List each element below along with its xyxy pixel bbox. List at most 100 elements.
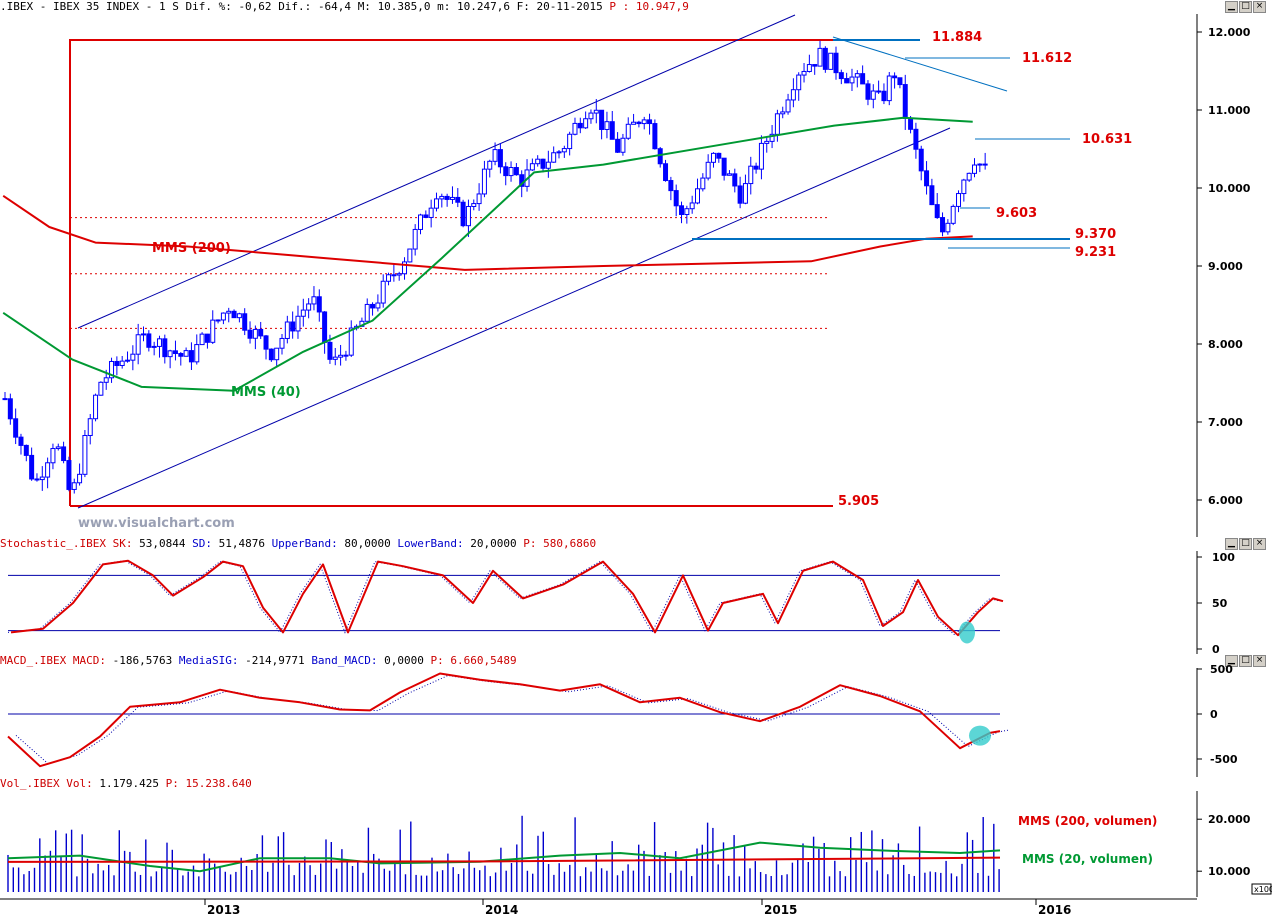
macd-maximize-button[interactable]: □ <box>1239 655 1252 667</box>
candle-body <box>838 72 844 80</box>
candle-body <box>439 195 445 200</box>
candle-body <box>902 84 908 119</box>
watermark: www.visualchart.com <box>78 516 235 531</box>
candle-body <box>529 163 535 171</box>
unit-box <box>1251 883 1272 895</box>
vol-p-label: P: <box>165 777 179 790</box>
candle-body <box>370 303 376 309</box>
candle-body <box>721 157 727 176</box>
candle-body <box>689 202 695 210</box>
x-tick-label: 2013 <box>207 903 240 917</box>
level-label: 9.603 <box>996 206 1037 221</box>
candle-body <box>631 121 637 125</box>
macd-close-button[interactable]: × <box>1253 655 1266 667</box>
symbol-label: .IBEX - IBEX 35 INDEX - <box>0 0 153 13</box>
candle-body <box>764 140 770 144</box>
candle-body <box>567 133 573 150</box>
candle-body <box>29 454 35 480</box>
candle-body <box>183 350 189 357</box>
channel-lower <box>77 127 951 509</box>
stoch-close-button[interactable]: × <box>1253 538 1266 550</box>
candle-body <box>66 460 72 490</box>
price-chart: 12.000 11.000 10.000 9.000 8.000 7.000 6.000 11… <box>0 14 1251 540</box>
macd-sig-value: -214,9771 <box>245 654 305 667</box>
candle-body <box>833 52 839 74</box>
vol-y-tick-label: 20.000 <box>1208 813 1251 826</box>
candle-body <box>156 338 162 347</box>
stoch-sk-label: SK: <box>112 537 133 550</box>
range-box <box>69 39 833 506</box>
candle-body <box>886 75 892 102</box>
minimize-button[interactable]: ▁ <box>1225 1 1238 13</box>
stoch-name: Stochastic_.IBEX <box>0 537 106 550</box>
candle-body <box>263 335 269 350</box>
macd-value: -186,5763 <box>112 654 173 667</box>
candle-body <box>220 312 226 321</box>
candle-body <box>252 328 258 339</box>
stoch-ub-value: 80,0000 <box>344 537 391 550</box>
stochastic-chart: 100 50 0 <box>0 551 1235 656</box>
price-panel: .IBEX - IBEX 35 INDEX - 1 S Dif. %: -0,6… <box>0 0 1266 540</box>
macd-y-tick-label: 500 <box>1210 663 1233 676</box>
candle-body <box>817 47 823 67</box>
macd-y-tick-label: 0 <box>1210 708 1218 721</box>
candle-body <box>705 161 711 179</box>
dif-value: -64,4 <box>317 0 352 13</box>
stoch-y-tick-label: 0 <box>1212 643 1220 656</box>
macd-band-label: Band_MACD: <box>311 654 378 667</box>
stoch-sk-line <box>10 559 1004 637</box>
y-tick-label: 7.000 <box>1208 416 1243 429</box>
macd-header: MACD_.IBEX MACD: -186,5763 MediaSIG: -21… <box>0 654 517 668</box>
price-header: .IBEX - IBEX 35 INDEX - 1 S Dif. %: -0,6… <box>0 0 689 14</box>
maximize-button[interactable]: □ <box>1239 1 1252 13</box>
vol-name: Vol_.IBEX <box>0 777 60 790</box>
stoch-sd-line <box>7 560 1001 636</box>
candle-body <box>295 315 301 332</box>
candle-body <box>423 214 429 218</box>
candle-body <box>50 448 56 464</box>
candle-body <box>577 122 583 129</box>
candle-body <box>615 138 621 153</box>
candle-body <box>801 70 807 76</box>
candle-body <box>45 462 51 478</box>
candle-body <box>380 280 386 304</box>
candle-body <box>103 377 109 383</box>
candle-body <box>162 338 168 358</box>
window-buttons: ▁ □ × <box>1225 1 1266 13</box>
candle-body <box>279 337 285 349</box>
y-tick-label: 6.000 <box>1208 494 1243 507</box>
y-tick-label: 9.000 <box>1208 260 1243 273</box>
candle-body <box>492 149 498 162</box>
candle-body <box>870 90 876 100</box>
candle-body <box>497 149 503 168</box>
volume-header: Vol_.IBEX Vol: 1.179.425 P: 15.238.640 <box>0 777 252 791</box>
candle-body <box>141 333 146 336</box>
vol-mms20-label: MMS (20, volumen) <box>1022 852 1153 866</box>
macd-line <box>7 672 1001 768</box>
candle-body <box>652 123 658 150</box>
volume-panel: Vol_.IBEX Vol: 1.179.425 P: 15.238.640 2… <box>0 777 1272 917</box>
candle-body <box>876 90 882 93</box>
candle-body <box>545 161 551 169</box>
stoch-highlight <box>959 621 975 644</box>
candle-body <box>774 113 780 135</box>
vol-value: 1.179.425 <box>99 777 159 790</box>
candle-body <box>396 273 402 276</box>
stoch-maximize-button[interactable]: □ <box>1239 538 1252 550</box>
candle-body <box>226 310 232 314</box>
candle-body <box>327 341 333 360</box>
candle-body <box>167 350 173 358</box>
close-button[interactable]: × <box>1253 1 1266 13</box>
macd-band-value: 0,0000 <box>384 654 424 667</box>
candle-body <box>2 398 8 401</box>
candle-body <box>929 185 935 206</box>
candle-body <box>513 167 519 176</box>
stoch-minimize-button[interactable]: ▁ <box>1225 538 1238 550</box>
vol-mms200-line <box>7 856 1001 863</box>
max-label: M: <box>357 0 371 13</box>
candle-body <box>55 446 61 450</box>
candle-body <box>13 418 19 438</box>
macd-minimize-button[interactable]: ▁ <box>1225 655 1238 667</box>
candle-body <box>146 333 152 348</box>
candle-body <box>242 313 248 331</box>
